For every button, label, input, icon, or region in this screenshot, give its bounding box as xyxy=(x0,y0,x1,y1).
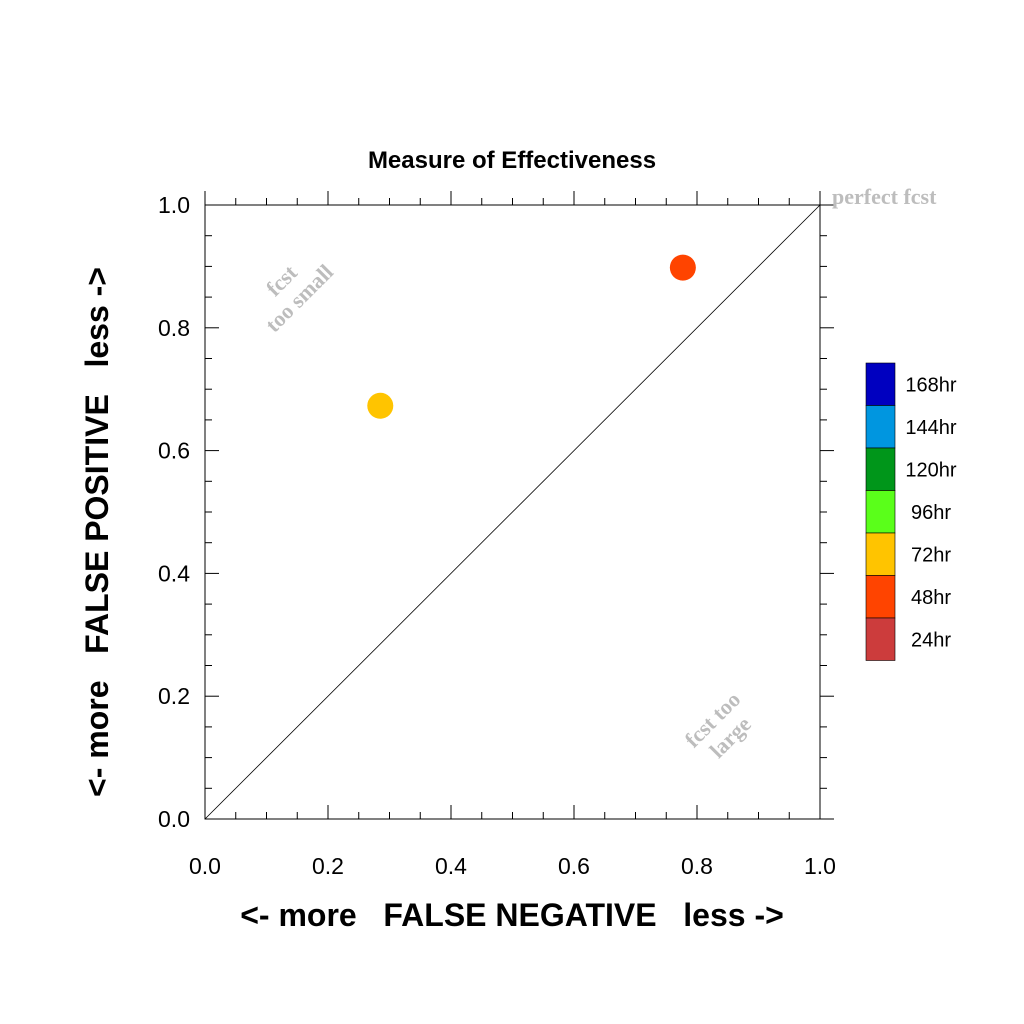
x-tick-label: 0.8 xyxy=(681,853,713,879)
data-points xyxy=(367,254,696,419)
x-tick-label: 1.0 xyxy=(804,853,836,879)
y-tick-label: 0.4 xyxy=(158,560,190,586)
y-tick-label: 1.0 xyxy=(158,192,190,218)
legend-label-144hr: 144hr xyxy=(905,417,956,439)
legend-swatch-48hr xyxy=(865,575,896,619)
annotation-too-large: fcst too large xyxy=(680,687,756,763)
perfect-forecast-diagonal xyxy=(204,204,821,820)
y-tick-label: 0.6 xyxy=(158,438,190,464)
x-tick-label: 0.2 xyxy=(312,853,344,879)
x-tick-label: 0.6 xyxy=(558,853,590,879)
y-tick-labels: 0.0 0.2 0.4 0.6 0.8 1.0 xyxy=(158,192,190,832)
data-point-72hr xyxy=(367,392,394,419)
legend-swatch-72hr xyxy=(865,532,896,576)
legend-swatch-168hr xyxy=(865,362,896,406)
x-axis-label: <- more FALSE NEGATIVE less -> xyxy=(240,897,784,933)
legend-swatch-24hr xyxy=(865,617,896,661)
annotation-too-small: fcst too small xyxy=(260,259,338,337)
y-tick-label: 0.0 xyxy=(158,806,190,832)
y-tick-label: 0.2 xyxy=(158,683,190,709)
legend-swatch-144hr xyxy=(865,405,896,449)
data-point-48hr xyxy=(669,254,696,281)
y-axis-label: <- more FALSE POSITIVE less -> xyxy=(79,267,115,797)
legend-label-48hr: 48hr xyxy=(911,587,951,609)
legend-label-96hr: 96hr xyxy=(911,502,951,524)
legend-swatch-96hr xyxy=(865,490,896,534)
x-tick-label: 0.0 xyxy=(189,853,221,879)
x-tick-label: 0.4 xyxy=(435,853,467,879)
x-tick-labels: 0.0 0.2 0.4 0.6 0.8 1.0 xyxy=(189,853,836,879)
legend-label-120hr: 120hr xyxy=(905,459,956,481)
legend: 168hr 144hr 120hr 96hr 72hr 48hr 24hr xyxy=(865,362,957,661)
major-ticks xyxy=(204,191,834,820)
chart-title: Measure of Effectiveness xyxy=(368,147,656,174)
legend-label-72hr: 72hr xyxy=(911,544,951,566)
annotation-perfect-fcst: perfect fcst xyxy=(832,184,937,209)
legend-label-168hr: 168hr xyxy=(905,374,956,396)
minor-ticks xyxy=(205,198,827,819)
legend-swatch-120hr xyxy=(865,447,896,491)
legend-label-24hr: 24hr xyxy=(911,629,951,651)
y-tick-label: 0.8 xyxy=(158,315,190,341)
